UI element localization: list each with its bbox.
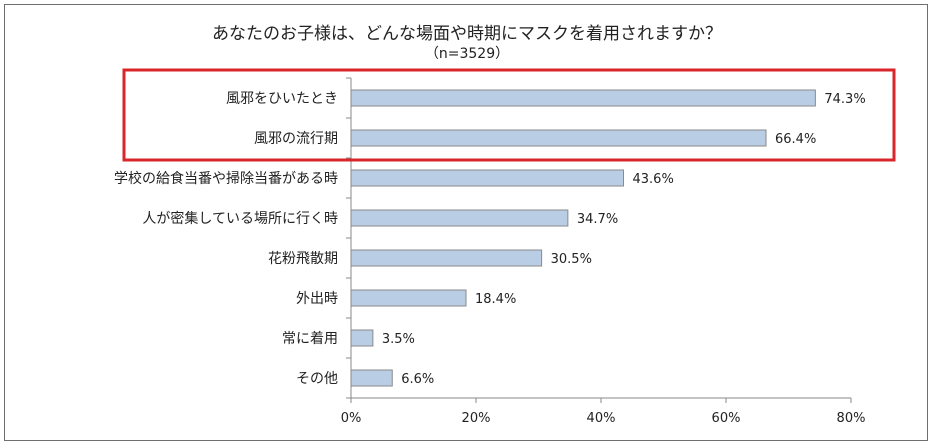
x-tick-label: 20% [462,411,491,426]
bar [350,369,393,387]
category-label: 学校の給食当番や掃除当番がある時 [114,170,338,187]
bar [350,209,569,227]
bar [350,289,467,307]
category-label: 花粉飛散期 [268,251,338,267]
chart-title: あなたのお子様は、どんな場面や時期にマスクを着用されますか？ [212,24,722,44]
x-tick-label: 60% [712,411,741,426]
data-label: 3.5% [382,332,415,347]
category-label: 風邪をひいたとき [226,91,338,107]
data-label: 6.6% [401,372,434,387]
chart-subtitle: （n=3529） [424,46,510,62]
data-label: 34.7% [577,212,618,227]
data-label: 30.5% [551,252,592,267]
category-label: 常に着用 [282,331,338,347]
data-label: 18.4% [475,292,516,307]
data-label: 66.4% [775,132,816,147]
bar [350,89,816,107]
bar [350,329,374,347]
bar [350,169,624,187]
data-label: 43.6% [633,172,674,187]
bar [350,129,767,147]
category-label: その他 [296,371,338,387]
data-label: 74.3% [824,92,865,107]
highlight-box [122,68,896,162]
chart-frame [4,4,928,441]
x-tick-label: 80% [837,411,866,426]
x-tick-label: 0% [341,411,362,426]
x-tick-label: 40% [587,411,616,426]
bar [350,249,543,267]
category-label: 風邪の流行期 [254,131,338,147]
category-label: 外出時 [296,291,338,307]
category-label: 人が密集している場所に行く時 [142,210,338,227]
